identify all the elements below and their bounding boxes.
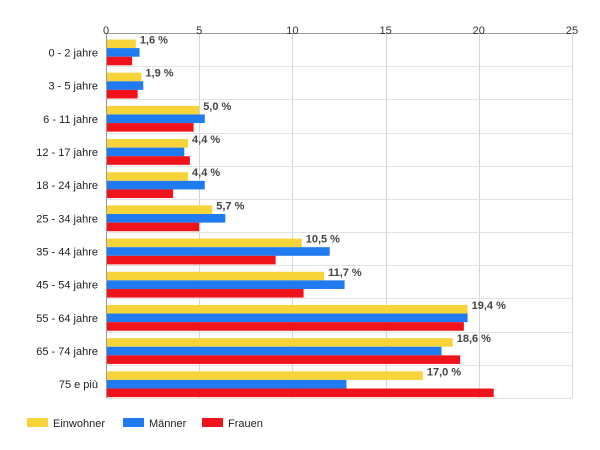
category-label: 18 - 24 jahre xyxy=(36,180,98,192)
category-labels: 0 - 2 jahre 3 - 5 jahre 6 - 11 jahre 12 - 1… xyxy=(36,47,98,391)
bar-frauen xyxy=(107,255,276,265)
category-label: 0 - 2 jahre xyxy=(48,47,98,59)
x-axis-ticks: 0 5 10 15 20 25 xyxy=(103,25,578,37)
bar-m-nner xyxy=(107,214,226,223)
x-tick-label: 20 xyxy=(473,25,485,37)
bar-einwohner xyxy=(107,338,453,347)
bar-einwohner xyxy=(107,139,189,148)
bar-einwohner xyxy=(107,172,189,181)
bar-frauen xyxy=(107,189,174,199)
category-label: 3 - 5 jahre xyxy=(48,81,98,93)
bar-einwohner xyxy=(107,205,213,215)
data-labels: 1,6 % 1,9 % 5,0 % 4,4 % 4,4 % 5,7 % 10,5 % 11,7… xyxy=(140,35,506,379)
bar-m-nner xyxy=(107,114,205,124)
bar-m-nner xyxy=(107,280,345,289)
bar-m-nner xyxy=(107,48,140,57)
legend-label: Einwohner xyxy=(53,418,105,430)
bar-m-nner xyxy=(107,346,442,356)
category-label: 25 - 34 jahre xyxy=(36,213,98,225)
bar-m-nner xyxy=(107,313,468,323)
bar-frauen xyxy=(107,322,464,331)
legend-label: Männer xyxy=(149,418,187,430)
category-label: 35 - 44 jahre xyxy=(36,246,98,258)
category-label: 45 - 54 jahre xyxy=(36,280,98,292)
category-label: 65 - 74 jahre xyxy=(36,346,98,358)
x-tick-label: 25 xyxy=(566,25,578,37)
category-label: 75 e più xyxy=(59,379,98,391)
bars xyxy=(107,39,494,398)
data-label: 4,4 % xyxy=(192,167,220,179)
legend-label: Frauen xyxy=(228,418,263,430)
data-label: 5,7 % xyxy=(216,200,244,212)
category-label: 55 - 64 jahre xyxy=(36,313,98,325)
data-label: 1,6 % xyxy=(140,35,168,47)
bar-einwohner xyxy=(107,72,142,82)
x-tick-label: 5 xyxy=(196,25,202,37)
bar-frauen xyxy=(107,156,190,165)
data-label: 18,6 % xyxy=(457,333,491,345)
bar-m-nner xyxy=(107,180,205,190)
data-label: 19,4 % xyxy=(472,300,506,312)
bar-m-nner xyxy=(107,379,347,389)
data-label: 4,4 % xyxy=(192,134,220,146)
x-tick-label: 10 xyxy=(286,25,298,37)
bar-einwohner xyxy=(107,371,423,380)
bar-einwohner xyxy=(107,105,200,115)
legend: Einwohner Männer Frauen xyxy=(27,418,263,430)
bar-frauen xyxy=(107,288,304,298)
bar-frauen xyxy=(107,222,200,232)
data-label: 10,5 % xyxy=(306,234,340,246)
legend-swatch xyxy=(123,418,144,427)
bar-einwohner xyxy=(107,238,302,248)
grid xyxy=(106,33,573,399)
bar-frauen xyxy=(107,123,194,132)
bar-frauen xyxy=(107,89,138,99)
data-label: 17,0 % xyxy=(427,366,461,378)
category-label: 6 - 11 jahre xyxy=(43,114,98,126)
category-label: 12 - 17 jahre xyxy=(36,147,98,159)
bar-m-nner xyxy=(107,147,185,157)
data-label: 11,7 % xyxy=(328,267,362,279)
bar-frauen xyxy=(107,56,133,66)
bar-m-nner xyxy=(107,81,144,90)
legend-swatch xyxy=(27,418,48,427)
bar-einwohner xyxy=(107,304,468,314)
data-label: 5,0 % xyxy=(203,101,231,113)
bar-frauen xyxy=(107,388,494,398)
bar-m-nner xyxy=(107,247,330,256)
bar-einwohner xyxy=(107,271,325,281)
x-tick-label: 0 xyxy=(103,25,109,37)
x-tick-label: 15 xyxy=(379,25,391,37)
legend-swatch xyxy=(202,418,223,427)
bar-frauen xyxy=(107,355,461,364)
bar-einwohner xyxy=(107,39,136,49)
data-label: 1,9 % xyxy=(145,68,173,80)
